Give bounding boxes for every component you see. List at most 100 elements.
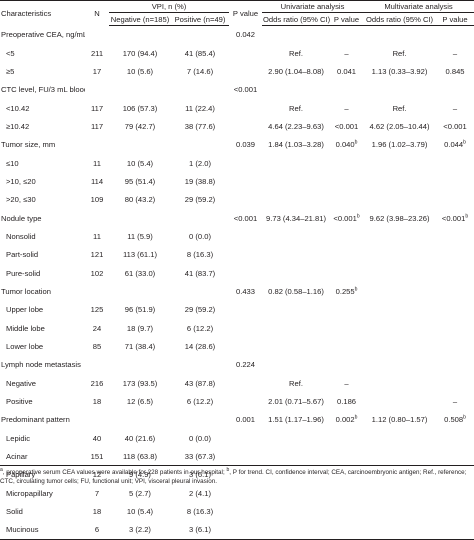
cell-pvalue-text: 0.042 <box>236 30 256 40</box>
table-row: Positive 18 12 (6.5) 6 (12.2) 2.01 (0.71–5.6… <box>0 392 474 410</box>
cell-n-text: 114 <box>90 176 104 186</box>
cell-characteristic: Mucinous <box>0 520 85 540</box>
cell-negative-text: 118 (63.8) <box>122 452 158 462</box>
cell-or-univariate-text: Ref. <box>289 103 303 113</box>
cell-positive: 19 (38.8) <box>171 172 229 190</box>
cell-characteristic: Middle lobe <box>0 319 85 337</box>
cell-n: 216 <box>85 374 109 392</box>
cell-pvalue: 0.039 <box>229 136 262 154</box>
cell-p-multivariate-text: 0.508 <box>444 415 464 425</box>
cell-positive-text: 11 (22.4) <box>185 103 215 113</box>
cell-n: 24 <box>85 319 109 337</box>
cell-n: 102 <box>85 264 109 282</box>
cell-characteristic-text: <10.42 <box>6 103 30 113</box>
cell-pvalue <box>229 44 262 62</box>
cell-or-univariate: 1.51 (1.17–1.96) <box>262 411 330 429</box>
cell-positive-text: 2 (4.1) <box>189 488 211 498</box>
cell-n: 211 <box>85 44 109 62</box>
col-header-n: N <box>85 0 109 26</box>
cell-p-univariate-text: 0.255 <box>335 286 355 296</box>
cell-characteristic: Preoperative CEA, ng/mLa <box>0 26 85 44</box>
cell-pvalue <box>229 172 262 190</box>
cell-n-text: 125 <box>90 305 104 315</box>
cell-p-multivariate: 0.508b <box>436 411 474 429</box>
col-header-or-univariate: Odds ratio (95% CI) <box>262 12 331 26</box>
cell-negative: 40 (21.6) <box>109 429 171 447</box>
cell-or-univariate: 4.64 (2.23–9.63) <box>262 117 330 135</box>
cell-or-multivariate: 9.62 (3.98–23.26) <box>363 209 436 227</box>
cell-characteristic-text: >20, ≤30 <box>6 195 36 205</box>
cell-or-univariate-text: 4.64 (2.23–9.63) <box>268 121 324 131</box>
cell-or-multivariate-text: 1.96 (1.02–3.79) <box>371 140 428 150</box>
cell-negative-text: 5 (2.7) <box>129 488 151 498</box>
cell-characteristic: Tumor size, mm <box>0 136 85 154</box>
cell-positive: 33 (67.3) <box>171 447 229 465</box>
cell-positive: 8 (16.3) <box>171 502 229 520</box>
cell-or-univariate <box>262 484 330 502</box>
cell-p-univariate <box>330 227 363 245</box>
cell-characteristic: Lymph node metastasis <box>0 356 85 374</box>
cell-characteristic-text: Preoperative CEA, ng/mL <box>1 30 85 40</box>
cell-characteristic: Nodule type <box>0 209 85 227</box>
cell-n <box>85 136 109 154</box>
cell-negative: 71 (38.4) <box>109 337 171 355</box>
cell-n-text: 11 <box>93 158 101 168</box>
cell-pvalue-text: <0.001 <box>233 213 258 223</box>
cell-pvalue <box>229 337 262 355</box>
table-row: ≥5 17 10 (5.6) 7 (14.6) 2.90 (1.04–8.08) 0.04… <box>0 62 474 80</box>
cell-pvalue: <0.001 <box>229 209 262 227</box>
cell-n-text: 117 <box>90 103 104 113</box>
footnote-marker: b <box>354 139 358 146</box>
cell-p-univariate: – <box>330 44 363 62</box>
cell-characteristic-text: Nodule type <box>1 213 42 223</box>
cell-or-multivariate <box>363 484 436 502</box>
cell-or-univariate <box>262 154 330 172</box>
cell-positive-text: 29 (59.2) <box>184 305 216 315</box>
cell-positive: 6 (12.2) <box>171 392 229 410</box>
cell-or-univariate <box>262 301 330 319</box>
cell-p-univariate: <0.001 <box>330 117 363 135</box>
cell-pvalue-text: 0.001 <box>236 415 256 425</box>
cell-characteristic: Predominant pattern <box>0 411 85 429</box>
cell-pvalue-text: <0.001 <box>233 85 258 95</box>
cell-negative-text: 113 (61.1) <box>122 250 158 260</box>
cell-negative <box>109 81 171 99</box>
cell-pvalue: 0.001 <box>229 411 262 429</box>
cell-negative: 106 (57.3) <box>109 99 171 117</box>
cell-characteristic: ≥5 <box>0 62 85 80</box>
cell-positive: 7 (14.6) <box>171 62 229 80</box>
cell-pvalue <box>229 520 263 540</box>
cell-positive-text: 41 (85.4) <box>184 48 216 58</box>
cell-p-multivariate: <0.001b <box>436 209 474 227</box>
cell-negative: 5 (2.7) <box>109 484 171 502</box>
cell-positive: 43 (87.8) <box>171 374 229 392</box>
cell-p-univariate <box>330 81 363 99</box>
cell-n: 125 <box>85 301 109 319</box>
cell-p-univariate <box>330 447 363 465</box>
cell-negative: 79 (42.7) <box>109 117 171 135</box>
cell-p-univariate: – <box>330 374 363 392</box>
col-header-p-univariate: P value <box>330 12 364 26</box>
cell-negative: 173 (93.5) <box>109 374 171 392</box>
table-row: >10, ≤20 114 95 (51.4) 19 (38.8) <box>0 172 474 190</box>
cell-negative <box>109 209 171 227</box>
cell-characteristic: <10.42 <box>0 99 85 117</box>
cell-negative: 12 (6.5) <box>109 392 171 410</box>
cell-or-multivariate <box>363 429 436 447</box>
cell-p-multivariate <box>436 374 474 392</box>
cell-pvalue <box>229 264 262 282</box>
cell-p-multivariate-text: 0.845 <box>445 66 465 76</box>
cell-p-multivariate <box>436 319 474 337</box>
cell-p-univariate-text: <0.001 <box>333 213 357 223</box>
cell-p-univariate-text: <0.001 <box>334 121 359 131</box>
cell-or-multivariate <box>363 227 436 245</box>
cell-pvalue-text: 0.039 <box>236 140 256 150</box>
col-header-vpi: VPI, n (%) <box>109 0 230 13</box>
cell-n <box>85 81 109 99</box>
footnote-b-text: , P for trend. CI, confidence interval; … <box>0 469 467 485</box>
cell-pvalue <box>229 301 262 319</box>
cell-p-multivariate: 0.044b <box>436 136 474 154</box>
cell-p-multivariate <box>436 246 474 264</box>
cell-positive-text: 3 (6.1) <box>189 470 211 480</box>
cell-p-multivariate-text: <0.001 <box>443 121 467 131</box>
